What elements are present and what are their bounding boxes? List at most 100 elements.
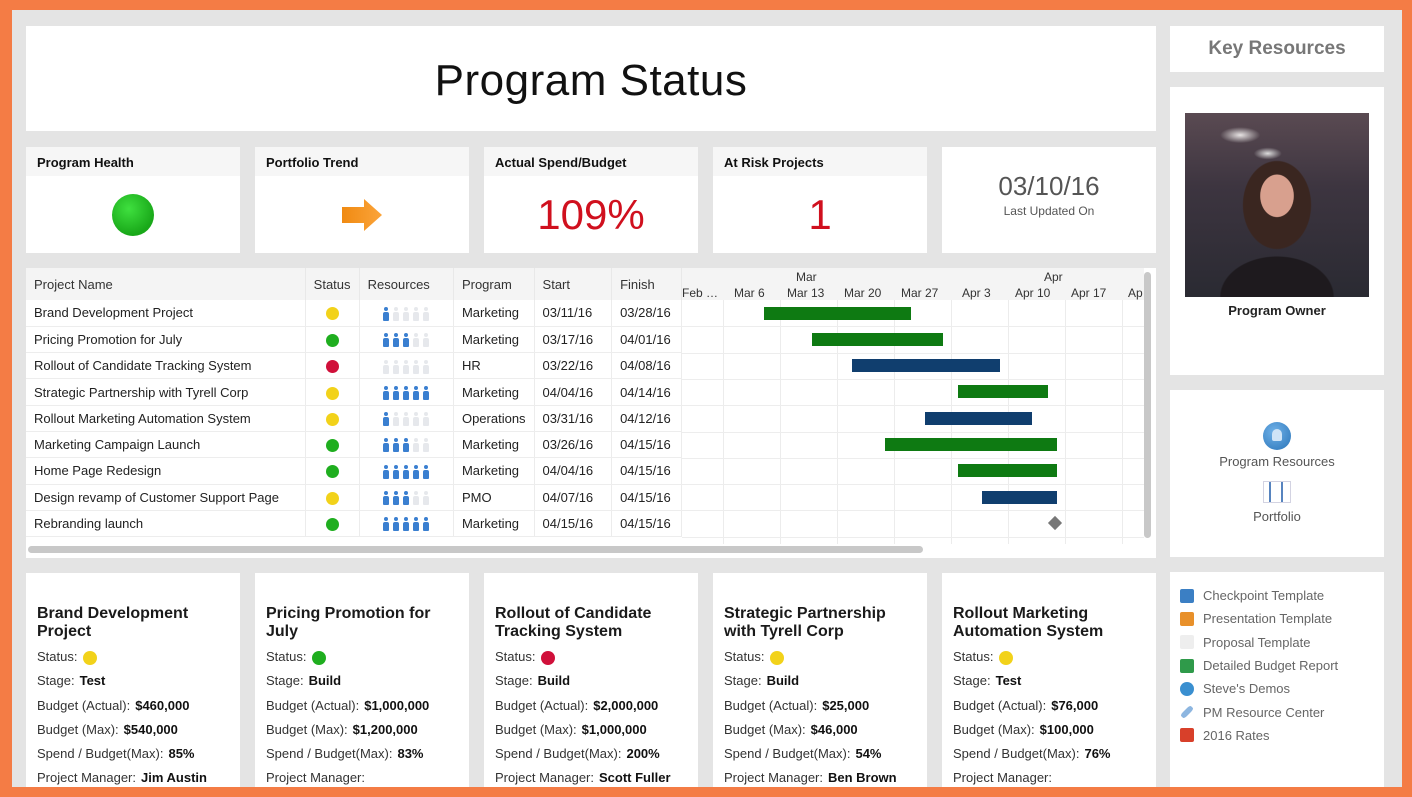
gantt-bar[interactable]	[885, 438, 1057, 451]
gantt-gridline	[894, 300, 895, 544]
start-cell: 03/31/16	[534, 405, 613, 432]
table-row[interactable]: Pricing Promotion for July Marketing 03/17…	[26, 326, 682, 354]
table-row[interactable]: Design revamp of Customer Support Page PM…	[26, 484, 682, 511]
budget-actual-value: $2,000,000	[593, 697, 659, 713]
people-icon[interactable]	[1263, 422, 1291, 450]
table-row[interactable]: Home Page Redesign Marketing 04/04/16 04/15…	[26, 457, 682, 485]
table-row[interactable]: Strategic Partnership with Tyrell Corp Ma…	[26, 378, 682, 406]
gantt-bar[interactable]	[812, 332, 943, 346]
stage-value: Build	[537, 673, 571, 689]
start-cell: 04/04/16	[534, 457, 613, 485]
status-cell	[305, 378, 360, 406]
card-status-row: Status:	[266, 649, 458, 673]
gantt-bar[interactable]	[764, 306, 911, 320]
manager-label: Project Manager:	[724, 770, 823, 786]
document-link[interactable]: Checkpoint Template	[1180, 584, 1384, 607]
program-owner-photo[interactable]	[1185, 113, 1369, 297]
document-link[interactable]: 2016 Rates	[1180, 724, 1384, 747]
program-cell: Marketing	[453, 378, 535, 406]
horizontal-scrollbar[interactable]	[28, 546, 923, 553]
card-budget-actual-row: Budget (Actual): $25,000	[724, 698, 916, 722]
person-icon	[412, 333, 420, 348]
budget-max-value: $100,000	[1039, 721, 1094, 737]
gantt-bar[interactable]	[852, 359, 1000, 373]
program-cell: Marketing	[453, 300, 535, 327]
person-icon	[402, 333, 410, 348]
start-cell: 04/04/16	[534, 378, 613, 406]
vertical-scrollbar[interactable]	[1144, 272, 1151, 538]
person-icon	[412, 438, 420, 453]
gantt-bar[interactable]	[982, 490, 1057, 504]
program-cell: Marketing	[453, 431, 535, 459]
gantt-row-divider	[682, 536, 1144, 538]
card-spend-ratio-row: Spend / Budget(Max): 200%	[495, 746, 687, 770]
table-row[interactable]: Rebranding launch Marketing 04/15/16 04/15/…	[26, 510, 682, 538]
column-header[interactable]: Status	[305, 268, 360, 300]
kpi-label: Program Health	[26, 147, 240, 176]
portfolio-link[interactable]: Portfolio	[1253, 509, 1301, 524]
kpi-label: At Risk Projects	[713, 147, 927, 176]
person-icon	[392, 491, 400, 505]
status-dot-icon	[325, 439, 339, 453]
project-card[interactable]: Rollout of Candidate Tracking System Stat…	[484, 573, 698, 787]
status-cell	[305, 457, 360, 485]
status-label: Status:	[266, 649, 307, 664]
start-cell: 04/15/16	[534, 510, 613, 538]
table-row[interactable]: Marketing Campaign Launch Marketing 03/26/…	[26, 431, 682, 459]
card-status-row: Status:	[953, 649, 1145, 673]
arrow-right-icon	[342, 198, 382, 231]
table-row[interactable]: Brand Development Project Marketing 03/11/…	[26, 300, 682, 327]
gantt-bar[interactable]	[958, 385, 1048, 399]
person-icon	[412, 385, 420, 400]
last-updated-panel: 03/10/16 Last Updated On	[942, 147, 1156, 253]
health-status-icon	[112, 193, 154, 236]
gantt-week-label: Apr 10	[1015, 286, 1051, 300]
column-header[interactable]: Resources	[359, 268, 454, 300]
document-link[interactable]: Proposal Template	[1180, 631, 1384, 654]
column-header[interactable]: Start	[534, 268, 613, 300]
portfolio-icon[interactable]	[1263, 481, 1291, 503]
resources-cell	[359, 300, 454, 327]
project-card[interactable]: Strategic Partnership with Tyrell Corp St…	[713, 573, 927, 787]
card-spend-ratio-row: Spend / Budget(Max): 76%	[953, 746, 1145, 770]
resources-cell	[359, 378, 454, 406]
status-cell	[305, 352, 360, 380]
project-card[interactable]: Rollout Marketing Automation System Statu…	[942, 573, 1156, 787]
column-header[interactable]: Finish	[611, 268, 682, 300]
gantt-bar[interactable]	[925, 411, 1032, 425]
card-budget-max-row: Budget (Max): $1,000,000	[495, 722, 687, 746]
document-link[interactable]: Steve's Demos	[1180, 677, 1384, 700]
card-spend-ratio-row: Spend / Budget(Max): 54%	[724, 746, 916, 770]
manager-label: Project Manager:	[495, 770, 594, 786]
finish-cell: 04/14/16	[611, 378, 682, 406]
budget-max-label: Budget (Max):	[953, 721, 1035, 737]
column-header[interactable]: Project Name	[26, 268, 306, 300]
project-card[interactable]: Pricing Promotion for July Status: Stage: B…	[255, 573, 469, 787]
milestone-diamond-icon[interactable]	[1047, 516, 1063, 531]
project-card[interactable]: Brand Development Project Status: Stage: Te…	[26, 573, 240, 787]
card-status-row: Status:	[724, 649, 916, 673]
person-icon	[412, 491, 420, 505]
document-link[interactable]: PM Resource Center	[1180, 700, 1384, 723]
spend-ratio-value: 76%	[1084, 746, 1111, 762]
person-icon	[382, 306, 390, 321]
spend-ratio-label: Spend / Budget(Max):	[495, 746, 622, 762]
document-link[interactable]: Detailed Budget Report	[1180, 654, 1384, 677]
budget-actual-label: Budget (Actual):	[953, 697, 1047, 713]
page-title: Program Status	[434, 56, 748, 105]
gantt-bar[interactable]	[958, 464, 1057, 478]
card-title: Rollout of Candidate Tracking System	[495, 605, 652, 640]
card-budget-max-row: Budget (Max): $540,000	[37, 722, 229, 746]
program-resources-link[interactable]: Program Resources	[1219, 454, 1335, 469]
kpi-label: Portfolio Trend	[255, 147, 469, 176]
spend-ratio-label: Spend / Budget(Max):	[266, 746, 393, 762]
key-resources-header: Key Resources	[1170, 26, 1384, 72]
document-link[interactable]: Presentation Template	[1180, 607, 1384, 630]
person-icon	[412, 464, 420, 479]
gantt-month-label: Mar	[796, 270, 817, 284]
table-row[interactable]: Rollout of Candidate Tracking System HR 03…	[26, 352, 682, 380]
table-row[interactable]: Rollout Marketing Automation System Opera…	[26, 405, 682, 432]
status-cell	[305, 431, 360, 459]
project-name-cell: Home Page Redesign	[26, 457, 306, 485]
column-header[interactable]: Program	[453, 268, 535, 300]
